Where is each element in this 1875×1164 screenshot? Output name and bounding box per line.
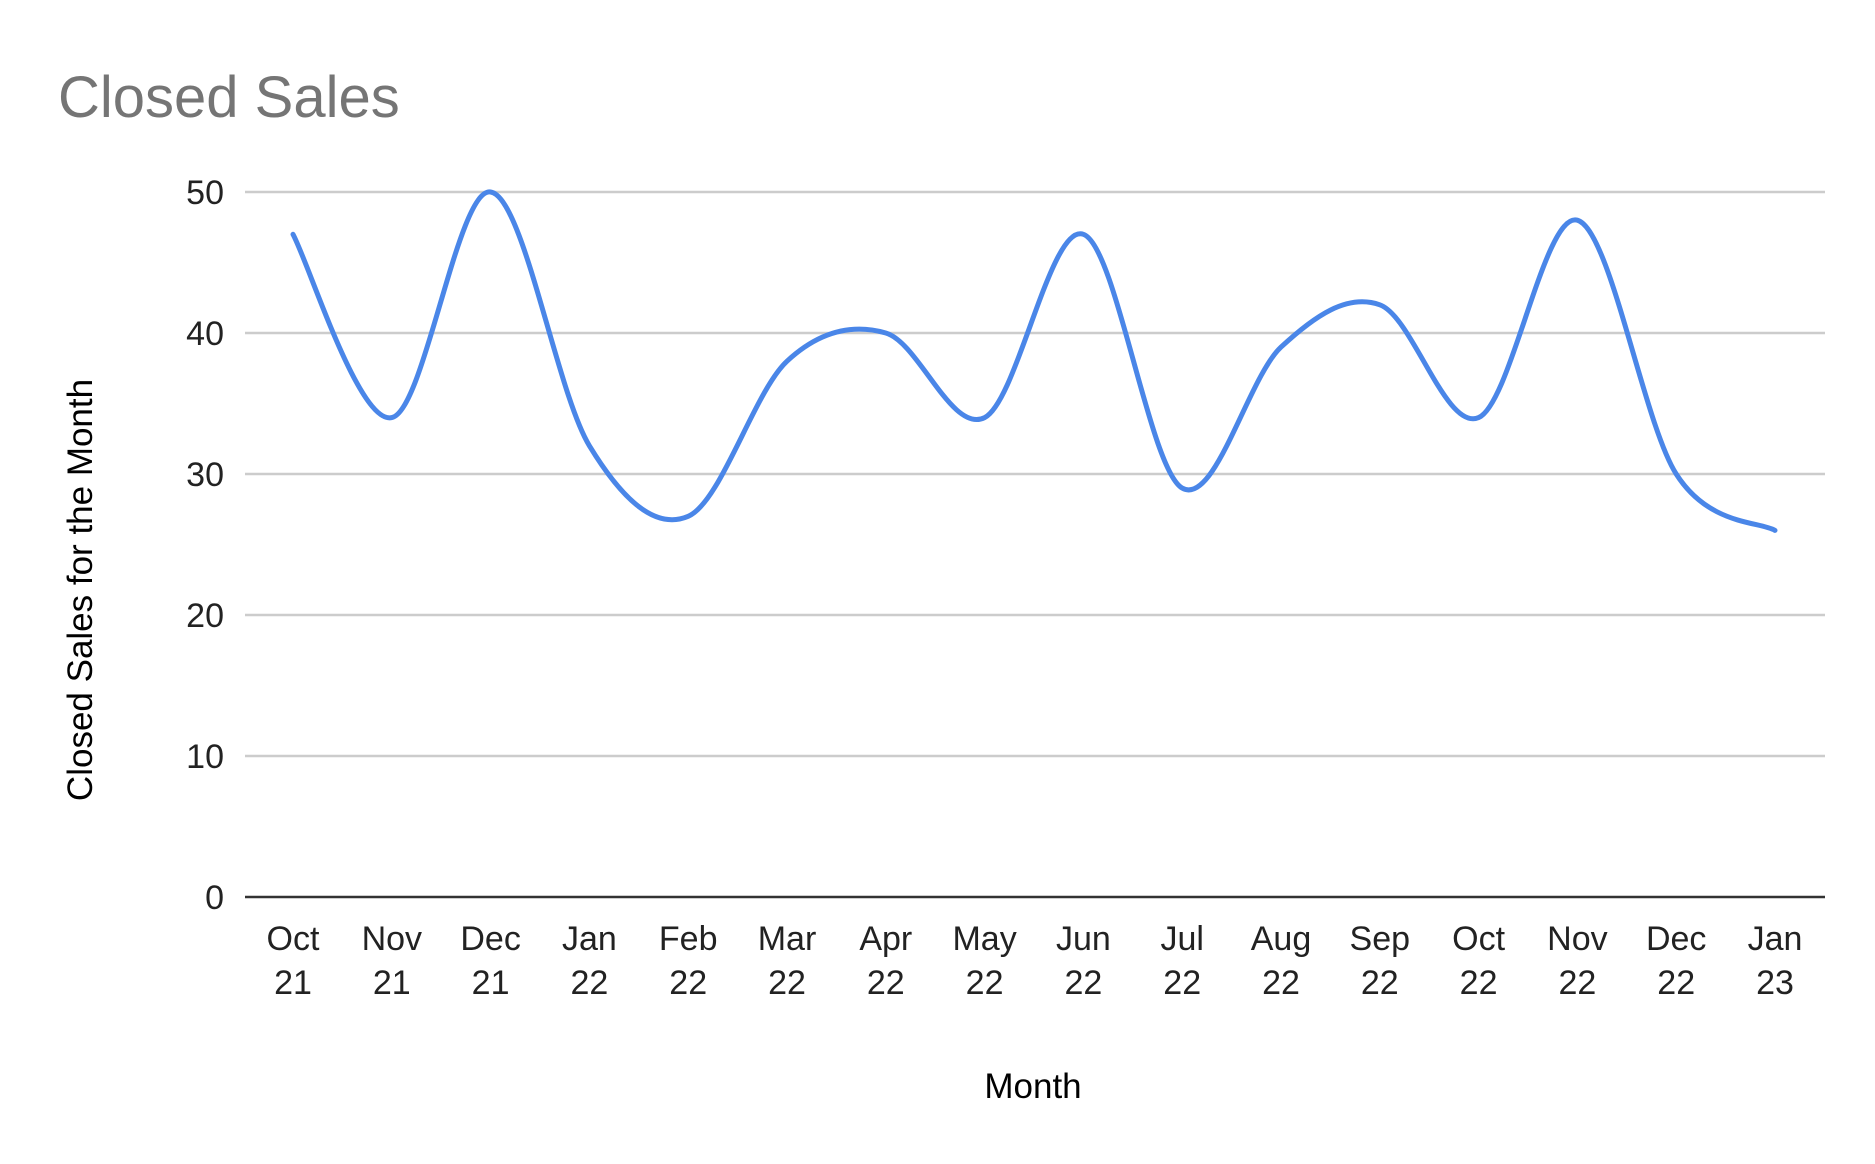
data-point [685, 513, 691, 519]
x-tick-label: Dec 21 [460, 920, 520, 1002]
x-tick-label: Sep 22 [1350, 920, 1411, 1002]
x-tick-label: Oct 22 [1452, 920, 1505, 1002]
gridlines [245, 190, 1825, 899]
chart-title: Closed Sales [58, 65, 400, 130]
y-tick-label: 50 [186, 174, 224, 212]
data-point [389, 415, 395, 421]
x-tick-label: Dec 22 [1646, 920, 1706, 1002]
data-point [290, 231, 296, 237]
x-tick-label: Mar 22 [758, 920, 817, 1002]
data-point [1772, 527, 1778, 533]
data-point [982, 415, 988, 421]
x-tick-label: Jan 22 [562, 920, 617, 1002]
x-tick-label: Aug 22 [1251, 920, 1312, 1002]
x-tick-label: Feb 22 [659, 920, 718, 1002]
x-axis-title: Month [984, 1067, 1081, 1106]
x-tick-label: Nov 21 [362, 920, 422, 1002]
data-point [1673, 471, 1679, 477]
data-point [1574, 217, 1580, 223]
y-axis-title: Closed Sales for the Month [61, 379, 100, 801]
y-tick-label: 20 [186, 597, 224, 635]
data-point [1080, 231, 1086, 237]
data-point [1476, 415, 1482, 421]
series-line-0 [290, 189, 1778, 533]
data-point [883, 330, 889, 336]
data-point [488, 189, 494, 195]
series-layer [290, 189, 1778, 533]
data-point [1377, 302, 1383, 308]
x-tick-label: Jul 22 [1160, 920, 1203, 1002]
y-tick-label: 40 [186, 315, 224, 353]
x-tick-label: Nov 22 [1547, 920, 1607, 1002]
data-point [1179, 485, 1185, 491]
data-point [586, 443, 592, 449]
x-tick-label: Jan 23 [1748, 920, 1803, 1002]
y-tick-label: 0 [205, 879, 224, 917]
x-tick-label: Oct 21 [267, 920, 320, 1002]
y-tick-label: 30 [186, 456, 224, 494]
y-tick-label: 10 [186, 738, 224, 776]
x-tick-label: May 22 [952, 920, 1016, 1002]
data-point [1278, 344, 1284, 350]
x-tick-label: Apr 22 [859, 920, 912, 1002]
data-point [784, 358, 790, 364]
x-axis-ticks: Oct 21 Nov 21 Dec 21 Jan 22 Feb 22 Mar 22 Apr 22 May 22… [267, 920, 1803, 1002]
y-axis-ticks: 0 10 20 30 40 50 [186, 174, 224, 917]
x-tick-label: Jun 22 [1056, 920, 1111, 1002]
